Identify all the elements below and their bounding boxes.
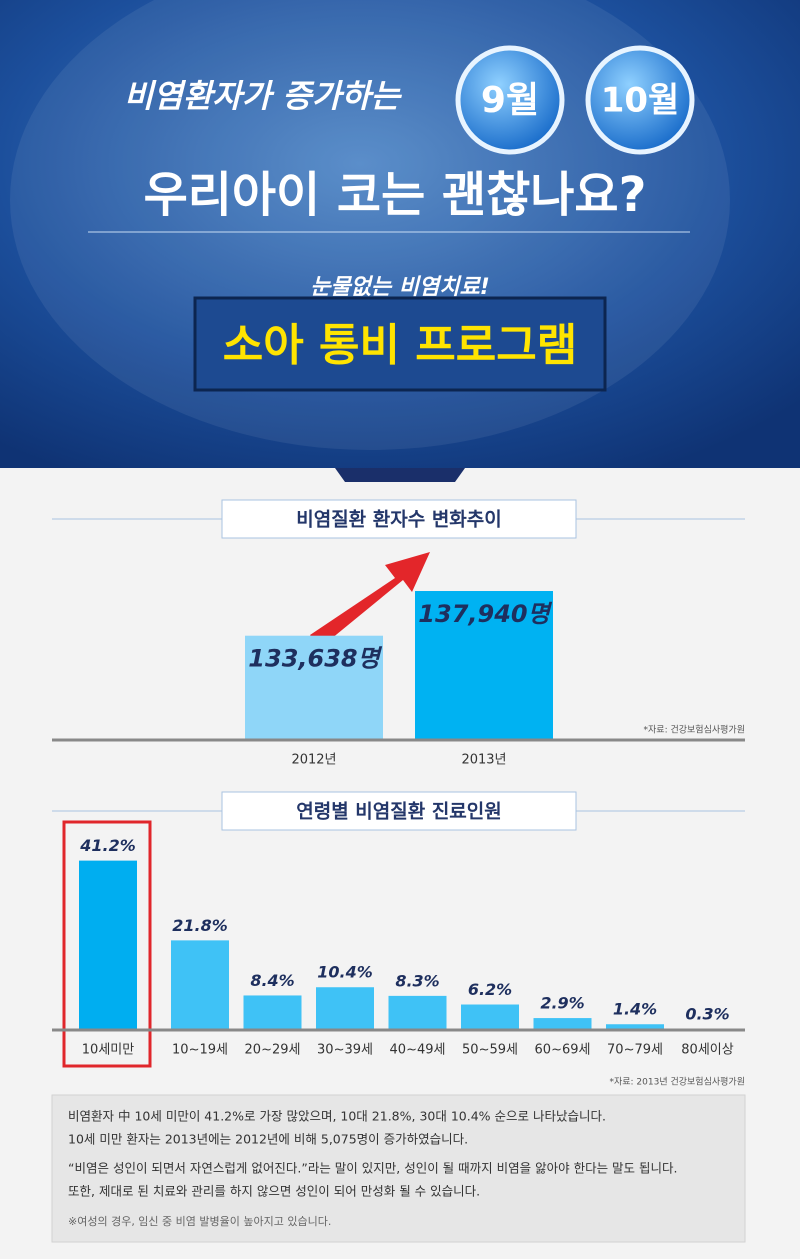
bar (243, 995, 302, 1030)
highlight (62, 820, 152, 1068)
x-tick-label: 30~39세 (317, 1043, 373, 1058)
bar (388, 995, 447, 1030)
x-tick-label: 20~29세 (245, 1043, 301, 1058)
notes-box (51, 1094, 746, 1243)
x-tick-label: 50~59세 (462, 1043, 518, 1058)
value-label: 133,638명 (248, 645, 382, 673)
x-tick-label: 80세이상 (681, 1043, 733, 1058)
value-label: 21.8% (172, 916, 228, 935)
bar (79, 860, 137, 1030)
bar (461, 1004, 519, 1030)
x-tick-label: 2013년 (461, 753, 506, 768)
x-tick-label: 70~79세 (607, 1043, 663, 1058)
note: 10세 미만 환자는 2013년에는 2012년에 비해 5,075명이 증가하… (68, 1132, 468, 1147)
value-label: 1.4% (613, 1000, 657, 1019)
x-tick-label: 10~19세 (172, 1043, 228, 1058)
badge-text: 10월 (601, 81, 680, 121)
title-box (221, 791, 577, 831)
title-box (221, 499, 577, 539)
value-label: 0.3% (685, 1004, 729, 1023)
note: 비염환자 中 10세 미만이 41.2%로 가장 많았으며, 10대 21.8%… (68, 1109, 606, 1124)
bar (533, 1018, 592, 1030)
bar (316, 987, 374, 1030)
bar (606, 1024, 664, 1030)
note: ※여성의 경우, 임신 중 비염 발병율이 높아지고 있습니다. (68, 1215, 331, 1228)
chart-title: 연령별 비염질환 진료인원 (296, 801, 502, 823)
value-label: 41.2% (79, 836, 136, 855)
x-tick-label: 40~49세 (390, 1043, 446, 1058)
chart-title: 비염질환 환자수 변화추이 (296, 509, 502, 531)
source: *자료: 건강보험심사평가원 (644, 725, 745, 736)
badge-text: 9월 (481, 80, 539, 121)
bar (245, 635, 383, 740)
x-tick-label: 2012년 (291, 753, 336, 768)
bar (171, 940, 229, 1030)
value-label: 6.2% (468, 980, 512, 999)
arrow (310, 552, 430, 648)
bar (415, 591, 553, 740)
x-tick-label: 10세미만 (82, 1043, 134, 1058)
value-label: 8.3% (395, 971, 439, 990)
tab (335, 468, 465, 482)
source: *자료: 2013년 건강보험심사평가원 (609, 1077, 745, 1088)
program-box (193, 296, 607, 392)
badge (455, 45, 565, 155)
badge (585, 45, 695, 155)
value-label: 10.4% (317, 963, 373, 982)
x-tick-label: 60~69세 (535, 1043, 591, 1058)
value-label: 8.4% (250, 971, 294, 990)
headline-2: 우리아이 코는 괜찮나요? (144, 167, 647, 223)
kicker: 눈물없는 비염치료! (310, 275, 490, 300)
value-label: 2.9% (540, 994, 584, 1013)
headline-1: 비염환자가 증가하는 (124, 77, 403, 115)
value-label: 137,940명 (418, 600, 552, 628)
note: 또한, 제대로 된 치료와 관리를 하지 않으면 성인이 되어 만성화 될 수 … (68, 1184, 480, 1199)
note: “비염은 성인이 되면서 자연스럽게 없어진다.”라는 말이 있지만, 성인이 … (68, 1161, 678, 1176)
program: 소아 통비 프로그램 (223, 320, 577, 371)
